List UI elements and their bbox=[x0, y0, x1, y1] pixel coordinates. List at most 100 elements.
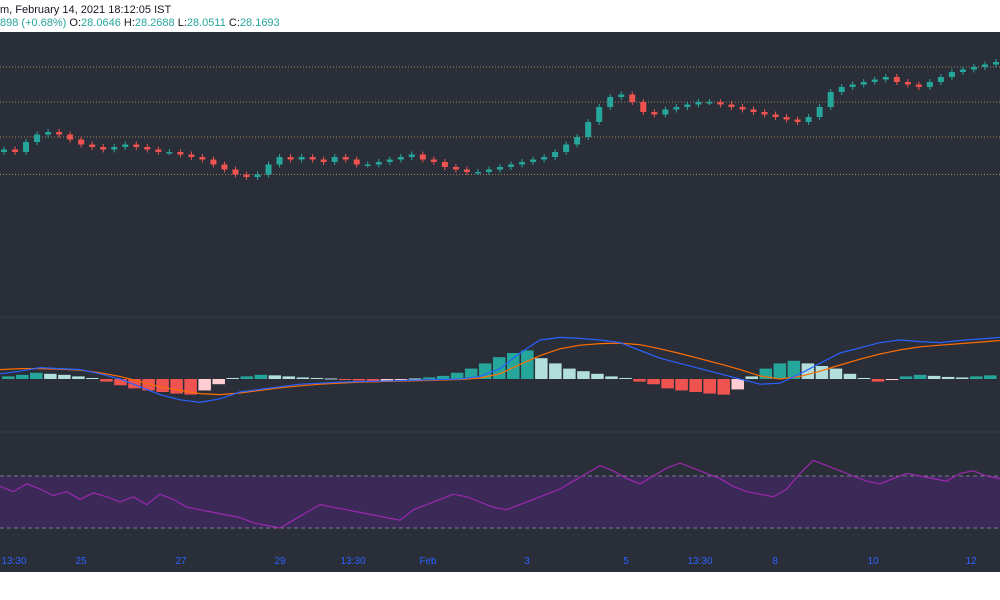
candle-body bbox=[893, 77, 900, 82]
candle-body bbox=[805, 117, 812, 122]
macd-histogram-bar bbox=[619, 377, 632, 379]
candle-body bbox=[618, 94, 625, 97]
candle-body bbox=[122, 144, 129, 147]
candle-body bbox=[904, 82, 911, 85]
macd-histogram-bar bbox=[100, 379, 113, 382]
candle-body bbox=[993, 62, 999, 65]
candle-body bbox=[342, 157, 349, 160]
time-axis-tick-label: 13:30 bbox=[340, 556, 365, 567]
candle-body bbox=[199, 157, 206, 160]
candle-body bbox=[408, 154, 415, 157]
macd-histogram-bar bbox=[240, 376, 254, 379]
macd-histogram-bar bbox=[773, 363, 787, 379]
time-axis-tick-label: 10 bbox=[867, 556, 879, 567]
candle-body bbox=[860, 82, 867, 85]
candle-body bbox=[596, 107, 603, 122]
macd-histogram-bar bbox=[338, 379, 352, 380]
candle-body bbox=[970, 67, 977, 70]
candle-body bbox=[640, 102, 647, 112]
candle-body bbox=[287, 157, 294, 160]
candle-body bbox=[959, 69, 966, 72]
candle-body bbox=[34, 134, 41, 142]
macd-histogram-bar bbox=[212, 379, 225, 385]
macd-histogram-bar bbox=[871, 379, 885, 382]
candle-body bbox=[651, 112, 658, 115]
macd-histogram-bar bbox=[30, 372, 43, 379]
candle-body bbox=[133, 144, 140, 147]
macd-histogram-bar bbox=[198, 379, 211, 391]
candle-body bbox=[816, 107, 823, 117]
candle-body bbox=[188, 154, 195, 157]
macd-histogram-bar bbox=[577, 371, 590, 379]
macd-histogram-bar bbox=[156, 379, 169, 392]
candle-body bbox=[485, 169, 492, 172]
open-label: O: bbox=[69, 17, 82, 29]
candle-body bbox=[419, 154, 426, 160]
change-value: 898 (+0.68%) bbox=[0, 17, 67, 29]
macd-histogram-bar bbox=[731, 379, 744, 390]
candle-body bbox=[838, 87, 845, 92]
macd-histogram-bar bbox=[142, 379, 155, 391]
macd-histogram-bar bbox=[464, 368, 478, 379]
candle-body bbox=[772, 114, 779, 117]
candle-body bbox=[739, 107, 746, 110]
candle-body bbox=[926, 82, 933, 87]
candle-body bbox=[915, 84, 922, 87]
time-axis-tick-label: 27 bbox=[175, 556, 187, 567]
macd-histogram-bar bbox=[829, 368, 843, 379]
candle-body bbox=[761, 112, 768, 115]
candle-body bbox=[155, 149, 162, 152]
chart-header: m, February 14, 2021 18:12:05 IST 898 (+… bbox=[0, 0, 1000, 32]
candle-body bbox=[23, 142, 30, 152]
candle-body bbox=[519, 162, 526, 165]
candle-body bbox=[276, 157, 283, 165]
macd-histogram-bar bbox=[885, 379, 899, 381]
candle-body bbox=[717, 102, 724, 105]
macd-histogram-bar bbox=[563, 368, 576, 379]
macd-histogram-bar bbox=[436, 375, 450, 379]
macd-histogram-bar bbox=[913, 374, 927, 379]
candle-body bbox=[728, 104, 735, 107]
macd-histogram-bar bbox=[843, 373, 857, 379]
high-value: 28.2688 bbox=[134, 17, 175, 29]
macd-histogram-bar bbox=[184, 379, 197, 395]
macd-histogram-bar bbox=[352, 379, 366, 381]
macd-histogram-bar bbox=[941, 376, 955, 379]
high-label: H: bbox=[123, 17, 135, 29]
candle-body bbox=[662, 109, 669, 115]
candle-body bbox=[375, 162, 382, 165]
candle-body bbox=[221, 164, 228, 170]
time-axis-tick-label: 8 bbox=[772, 556, 778, 567]
candle-body bbox=[541, 157, 548, 160]
candle-body bbox=[100, 147, 107, 150]
macd-histogram-bar bbox=[226, 377, 239, 379]
macd-histogram-bar bbox=[535, 358, 548, 379]
price-chart[interactable]: 13:30 25 27 29 13:30 Feb 3 5 13:30 8 10 12 bbox=[0, 32, 1000, 600]
candle-body bbox=[386, 159, 393, 162]
macd-line bbox=[0, 336, 1000, 404]
candle-body bbox=[684, 104, 691, 107]
signal-line bbox=[0, 339, 1000, 396]
time-axis-tick-label: 5 bbox=[623, 556, 629, 567]
macd-histogram-bar bbox=[647, 379, 660, 385]
macd-histogram-bar bbox=[675, 379, 688, 391]
candle-body bbox=[948, 72, 955, 77]
candle-body bbox=[67, 134, 74, 140]
macd-histogram-bar bbox=[86, 377, 99, 379]
macd-histogram-bar bbox=[745, 376, 759, 379]
candle-body bbox=[452, 167, 459, 170]
candle-body bbox=[56, 132, 63, 135]
time-axis-tick-label: 13:30 bbox=[687, 556, 712, 567]
candle-body bbox=[607, 97, 614, 107]
macd-histogram-bar bbox=[591, 373, 604, 379]
rsi-line bbox=[0, 459, 1000, 529]
close-label: C: bbox=[228, 17, 240, 29]
time-axis-tick-label: Feb bbox=[419, 556, 437, 567]
candle-body bbox=[441, 162, 448, 167]
candle-body bbox=[463, 169, 470, 172]
macd-histogram-bar bbox=[815, 366, 829, 379]
macd-histogram-bar bbox=[170, 379, 183, 394]
macd-histogram-bar bbox=[955, 377, 969, 379]
candle-body bbox=[243, 174, 250, 177]
candle-body bbox=[254, 174, 261, 177]
